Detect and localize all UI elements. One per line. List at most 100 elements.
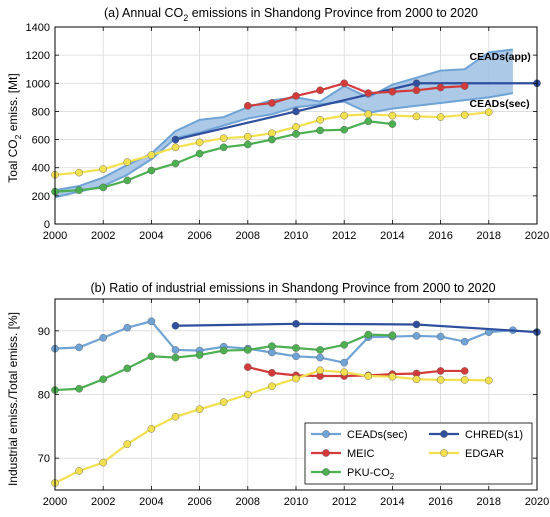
y-tick-label: 1000 xyxy=(26,78,50,90)
series-point-meic xyxy=(436,83,445,92)
series-point-edgar xyxy=(171,143,180,152)
panel-a-axes: 2000 2002 2004 2006 2008 2010 2012 2014 2016 2018… xyxy=(26,22,550,242)
series-line-edgar xyxy=(54,111,489,176)
x-tick-label: 2016 xyxy=(428,496,452,508)
series-point-chred xyxy=(171,321,180,330)
plot-frame xyxy=(54,26,538,225)
series-point-ceads_sec xyxy=(99,334,107,342)
series-point-pku xyxy=(340,341,349,349)
x-tick-label: 2014 xyxy=(380,496,404,508)
series-point-edgar xyxy=(460,376,469,384)
series-point-edgar xyxy=(147,425,156,433)
series-point-pku xyxy=(340,125,349,134)
series-line-ceads_sec xyxy=(54,320,513,364)
legend-box xyxy=(304,422,533,485)
series-point-edgar xyxy=(484,376,493,385)
series-point-meic xyxy=(316,86,324,95)
series-point-pku xyxy=(123,176,132,185)
panel-a-ceads-band xyxy=(54,48,514,199)
series-point-pku xyxy=(388,120,397,128)
x-tick-label: 2002 xyxy=(91,496,115,508)
series-point-meic xyxy=(340,79,349,88)
series-point-meic xyxy=(243,363,252,371)
series-point-meic xyxy=(436,367,445,375)
x-tick-label: 2006 xyxy=(187,496,211,508)
series-point-edgar xyxy=(75,467,83,475)
series-point-meic xyxy=(460,367,469,375)
series-point-ceads_sec xyxy=(292,352,300,361)
series-point-edgar xyxy=(364,372,373,380)
y-tick-label: 1400 xyxy=(26,22,50,34)
x-tick-label: 2008 xyxy=(236,230,260,242)
annotation-label: CEADs(app) xyxy=(470,51,531,63)
series-point-edgar xyxy=(99,165,107,173)
y-tick-label: 70 xyxy=(38,453,50,465)
series-point-pku xyxy=(364,330,373,339)
y-tick-label: 800 xyxy=(32,106,50,118)
series-point-meic xyxy=(292,92,300,100)
series-point-pku xyxy=(171,353,180,362)
legend-label-chred: CHRED(s1) xyxy=(465,429,523,441)
x-tick-label: 2010 xyxy=(284,230,308,242)
series-point-pku xyxy=(268,342,276,350)
series-line-chred xyxy=(175,82,537,141)
series-point-pku xyxy=(195,351,204,359)
x-tick-label: 2016 xyxy=(428,230,452,242)
panel-a-ylabel: Toal CO2 emiss. [Mt] xyxy=(6,73,23,182)
legend-label-subscript: 2 xyxy=(390,472,395,481)
series-point-edgar xyxy=(195,138,204,147)
series-point-pku xyxy=(75,384,83,393)
series-point-ceads_sec xyxy=(268,348,276,357)
series-point-edgar xyxy=(388,372,397,381)
x-tick-label: 2020 xyxy=(525,496,549,508)
series-point-pku xyxy=(147,166,156,175)
series-point-edgar xyxy=(292,374,300,383)
y-tick-label: 80 xyxy=(38,390,50,402)
series-point-ceads_sec xyxy=(147,317,156,326)
x-tick-label: 2012 xyxy=(332,496,356,508)
series-point-edgar xyxy=(123,158,132,166)
series-point-edgar xyxy=(123,440,132,448)
series-point-pku xyxy=(292,344,300,352)
legend-swatch-marker-edgar xyxy=(440,449,448,457)
series-point-pku xyxy=(123,364,132,373)
series-point-meic xyxy=(460,82,469,90)
series-point-edgar xyxy=(388,111,397,120)
series-point-edgar xyxy=(436,376,445,384)
series-point-meic xyxy=(268,369,276,377)
series-point-edgar xyxy=(316,116,324,124)
x-tick-label: 2004 xyxy=(139,496,163,508)
series-point-edgar xyxy=(292,123,300,131)
panel-a-title: (a) Annual CO2 emissions in Shandong Pro… xyxy=(104,6,478,23)
series-point-pku xyxy=(388,331,397,340)
series-point-chred xyxy=(412,320,421,329)
y-tick-label: 0 xyxy=(44,219,50,231)
series-point-edgar xyxy=(268,129,276,138)
series-point-pku xyxy=(268,135,276,144)
x-tick-label: 2000 xyxy=(43,496,67,508)
series-line-chred xyxy=(175,322,538,334)
series-point-ceads_sec xyxy=(460,337,469,346)
series-point-pku xyxy=(316,346,324,354)
x-tick-label: 2018 xyxy=(477,230,501,242)
series-point-edgar xyxy=(195,405,204,413)
series-point-ceads_sec xyxy=(316,353,324,362)
series-pku xyxy=(51,117,397,196)
x-tick-label: 2012 xyxy=(332,230,356,242)
series-point-pku xyxy=(316,126,324,135)
series-point-chred xyxy=(412,79,421,88)
x-tick-label: 2018 xyxy=(477,496,501,508)
series-point-pku xyxy=(243,346,252,354)
series-point-edgar xyxy=(460,111,469,119)
series-point-ceads_sec xyxy=(171,346,180,354)
series-point-meic xyxy=(388,87,397,96)
legend-swatch-marker-chred xyxy=(440,430,448,438)
series-meic xyxy=(243,363,469,380)
panel-b-industrial-ratio: (b) Ratio of industrial emissions in Sha… xyxy=(6,281,549,508)
panel-b-title: (b) Ratio of industrial emissions in Sha… xyxy=(90,281,495,295)
panel-a-series xyxy=(51,79,541,196)
series-point-edgar xyxy=(340,111,349,120)
series-point-pku xyxy=(99,375,107,384)
series-point-edgar xyxy=(436,113,445,121)
